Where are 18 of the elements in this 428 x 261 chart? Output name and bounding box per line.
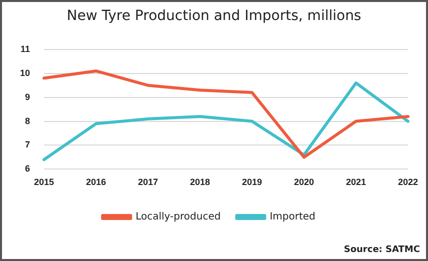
y-tick-label: 8 — [24, 116, 30, 126]
y-tick-label: 6 — [24, 164, 30, 174]
legend-label: Locally-produced — [136, 212, 221, 223]
x-tick-label: 2019 — [242, 177, 262, 188]
x-tick-label: 2018 — [190, 177, 210, 188]
x-tick-label: 2017 — [138, 177, 158, 188]
x-tick-label: 2022 — [398, 177, 418, 188]
y-tick-label: 9 — [24, 92, 30, 102]
y-tick-label: 11 — [20, 44, 30, 54]
chart-title: New Tyre Production and Imports, millions — [66, 8, 362, 24]
x-tick-label: 2015 — [34, 177, 54, 188]
y-tick-label: 7 — [24, 140, 30, 150]
legend-label: Imported — [270, 212, 316, 223]
x-tick-label: 2016 — [86, 177, 106, 188]
y-tick-label: 10 — [20, 68, 30, 78]
source-note: Source: SATMC — [344, 245, 420, 255]
x-tick-label: 2021 — [346, 177, 366, 188]
x-tick-label: 2020 — [294, 177, 314, 188]
